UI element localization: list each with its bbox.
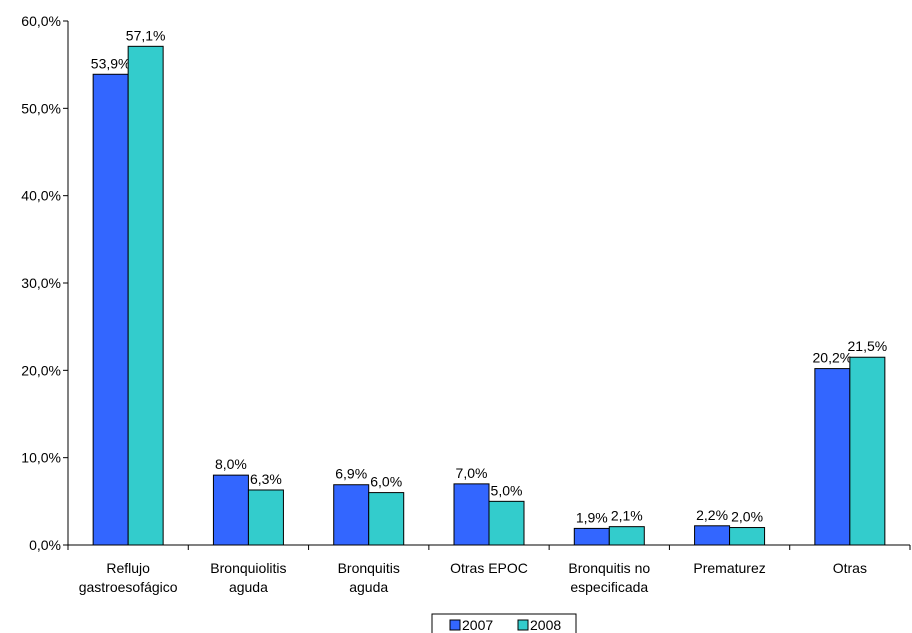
x-tick-label: Reflujo: [106, 560, 150, 576]
bar-2008: [849, 356, 886, 546]
y-axis: 0,0% 10,0% 20,0% 30,0% 40,0% 50,0% 60,0%: [21, 13, 69, 553]
bar-2007: [453, 483, 490, 546]
legend-label: 2007: [462, 617, 493, 633]
bar-2008: [247, 489, 284, 546]
x-tick-label: especificada: [570, 579, 648, 595]
y-tick-label: 0,0%: [29, 537, 61, 553]
bar-2007: [694, 525, 731, 546]
y-tick-label: 50,0%: [21, 100, 61, 116]
x-tick-label: Bronquitis no: [568, 560, 650, 576]
bar-2008: [729, 527, 766, 546]
x-tick-label: aguda: [229, 579, 268, 595]
bar-2008: [608, 526, 645, 546]
y-tick-label: 10,0%: [21, 450, 61, 466]
data-label: 1,9%: [576, 509, 608, 525]
data-label: 2,2%: [696, 507, 728, 523]
data-label: 57,1%: [126, 27, 166, 43]
data-label: 8,0%: [215, 456, 247, 472]
bar-2008: [368, 492, 405, 546]
bars: 53,9% 8,0% 6,9% 7,0% 1,9% 2,2% 20,2% 57,1% 6,3% 6…: [91, 27, 888, 546]
data-label: 6,3%: [250, 471, 282, 487]
data-label: 2,0%: [731, 509, 763, 525]
x-tick-label: Otras: [833, 560, 867, 576]
x-tick-label: Prematurez: [693, 560, 765, 576]
bar-2008: [127, 45, 164, 546]
legend-box: [431, 613, 577, 633]
data-label: 53,9%: [91, 55, 131, 71]
bar-2007: [814, 368, 851, 546]
legend-label: 2008: [530, 617, 561, 633]
data-label: 21,5%: [848, 338, 888, 354]
bar-2008: [488, 500, 525, 546]
legend-swatch-2007: [449, 619, 461, 631]
data-label: 6,9%: [335, 466, 367, 482]
legend-swatch-2008: [517, 619, 529, 631]
y-tick-label: 30,0%: [21, 275, 61, 291]
x-tick-label: Bronquitis: [338, 560, 400, 576]
data-label: 2,1%: [611, 508, 643, 524]
y-tick-label: 40,0%: [21, 188, 61, 204]
legend: 2007 2008: [431, 613, 577, 633]
y-tick-label: 60,0%: [21, 13, 61, 29]
data-label: 6,0%: [370, 474, 402, 490]
bar-2007: [573, 527, 610, 546]
x-tick-label: Bronquiolitis: [210, 560, 286, 576]
bar-2007: [212, 474, 249, 546]
x-tick-label: aguda: [349, 579, 388, 595]
x-tick-label: gastroesofágico: [79, 579, 178, 595]
data-label: 5,0%: [491, 482, 523, 498]
bar-2007: [333, 484, 370, 546]
y-tick-label: 20,0%: [21, 362, 61, 378]
data-label: 20,2%: [813, 350, 853, 366]
bar-2007: [92, 73, 129, 546]
data-label: 7,0%: [456, 465, 488, 481]
x-tick-label: Otras EPOC: [450, 560, 528, 576]
x-axis: Reflujo gastroesofágico Bronquiolitis aguda…: [67, 544, 911, 595]
